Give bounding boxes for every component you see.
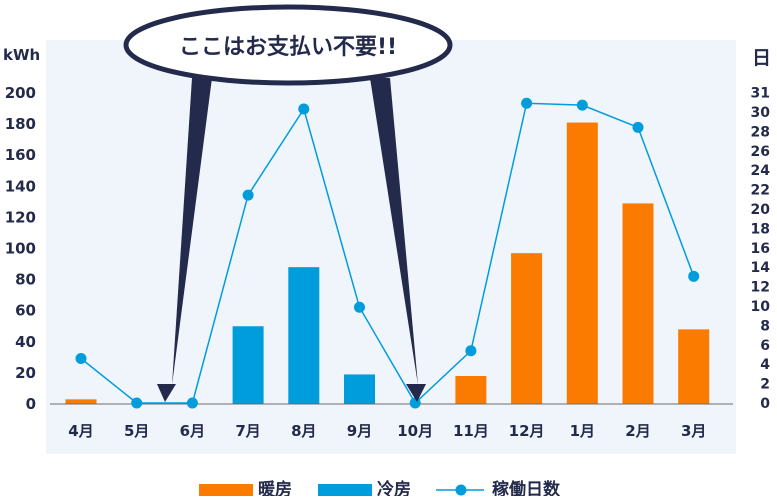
days-line bbox=[80, 102, 695, 405]
left-tick-label: 60 bbox=[15, 302, 36, 320]
left-tick-label: 100 bbox=[5, 240, 36, 258]
right-tick-label: 31 bbox=[751, 86, 770, 102]
days-point-0 bbox=[75, 353, 87, 365]
days-point-8 bbox=[521, 97, 533, 109]
days-point-7 bbox=[465, 345, 477, 357]
right-tick-label: 22 bbox=[751, 183, 770, 199]
bar-heating-8 bbox=[511, 253, 543, 404]
days-point-4 bbox=[298, 103, 310, 115]
x-tick-label: 1月 bbox=[570, 422, 595, 440]
left-tick-label: 20 bbox=[15, 364, 36, 382]
legend-swatch-heating bbox=[199, 484, 253, 496]
bar-heating-7 bbox=[455, 376, 487, 404]
right-tick-label: 4 bbox=[760, 357, 770, 373]
arrow-head-right-icon bbox=[406, 384, 426, 402]
days-point-6 bbox=[409, 397, 421, 409]
right-tick-label: 6 bbox=[760, 338, 770, 354]
right-tick-label: 24 bbox=[751, 163, 771, 179]
callout-tail-left bbox=[172, 78, 212, 385]
x-tick-label: 8月 bbox=[291, 422, 316, 440]
left-tick-label: 200 bbox=[5, 84, 36, 102]
bar-heating-0 bbox=[65, 399, 97, 404]
x-tick-label: 2月 bbox=[625, 422, 650, 440]
left-tick-label: 120 bbox=[5, 208, 36, 226]
arrow-head-left-icon bbox=[157, 384, 176, 402]
right-tick-label: 10 bbox=[751, 299, 771, 315]
right-tick-label: 14 bbox=[751, 260, 771, 276]
days-point-9 bbox=[576, 99, 588, 111]
x-tick-label: 11月 bbox=[453, 422, 489, 440]
right-tick-label: 12 bbox=[751, 280, 770, 296]
right-tick-label: 28 bbox=[751, 124, 770, 140]
left-tick-label: 180 bbox=[5, 115, 36, 133]
x-tick-label: 7月 bbox=[235, 422, 260, 440]
legend-swatch-days-marker bbox=[455, 484, 467, 496]
right-tick-label: 2 bbox=[760, 377, 770, 393]
bar-heating-10 bbox=[622, 203, 654, 404]
x-tick-label: 6月 bbox=[180, 422, 205, 440]
x-tick-label: 5月 bbox=[124, 422, 149, 440]
callout-tail-right bbox=[370, 78, 418, 385]
legend: 暖房 冷房 稼働日数 bbox=[199, 479, 561, 500]
right-axis-label: 日 bbox=[752, 47, 771, 69]
bar-cooling-5 bbox=[344, 374, 375, 404]
right-tick-label: 16 bbox=[751, 241, 770, 257]
x-tick-label: 4月 bbox=[68, 422, 93, 440]
right-tick-label: 30 bbox=[751, 105, 771, 121]
bar-heating-9 bbox=[566, 122, 598, 405]
left-tick-label: 140 bbox=[5, 177, 36, 195]
left-tick-label: 0 bbox=[26, 395, 36, 413]
days-point-5 bbox=[354, 301, 365, 313]
bar-cooling-3 bbox=[232, 326, 264, 404]
left-tick-label: 40 bbox=[15, 333, 36, 351]
bar-heating-11 bbox=[678, 329, 710, 404]
x-tick-label: 3月 bbox=[681, 422, 706, 440]
days-point-11 bbox=[688, 270, 700, 282]
left-axis-label: kWh bbox=[3, 46, 40, 64]
days-point-3 bbox=[242, 189, 254, 201]
x-tick-label: 12月 bbox=[509, 422, 545, 440]
legend-label-cooling: 冷房 bbox=[377, 479, 411, 496]
annotation-callout: ここはお支払い不要!! bbox=[123, 4, 453, 402]
left-tick-label: 160 bbox=[5, 146, 36, 164]
right-tick-label: 8 bbox=[760, 318, 770, 334]
left-tick-label: 80 bbox=[15, 271, 36, 289]
right-tick-label: 18 bbox=[751, 221, 770, 237]
right-tick-label: 0 bbox=[760, 396, 770, 412]
bar-cooling-4 bbox=[288, 267, 320, 404]
days-point-10 bbox=[632, 121, 644, 133]
days-point-1 bbox=[131, 397, 143, 409]
callout-text: ここはお支払い不要!! bbox=[179, 35, 397, 60]
callout-bubble bbox=[123, 4, 453, 86]
right-tick-label: 26 bbox=[751, 144, 770, 160]
legend-label-days: 稼働日数 bbox=[492, 479, 561, 496]
x-tick-label: 9月 bbox=[347, 422, 372, 440]
right-tick-label: 20 bbox=[751, 202, 771, 218]
days-point-2 bbox=[186, 397, 198, 409]
legend-label-heating: 暖房 bbox=[258, 479, 292, 496]
legend-swatch-cooling bbox=[318, 484, 372, 496]
x-tick-label: 10月 bbox=[397, 422, 433, 440]
